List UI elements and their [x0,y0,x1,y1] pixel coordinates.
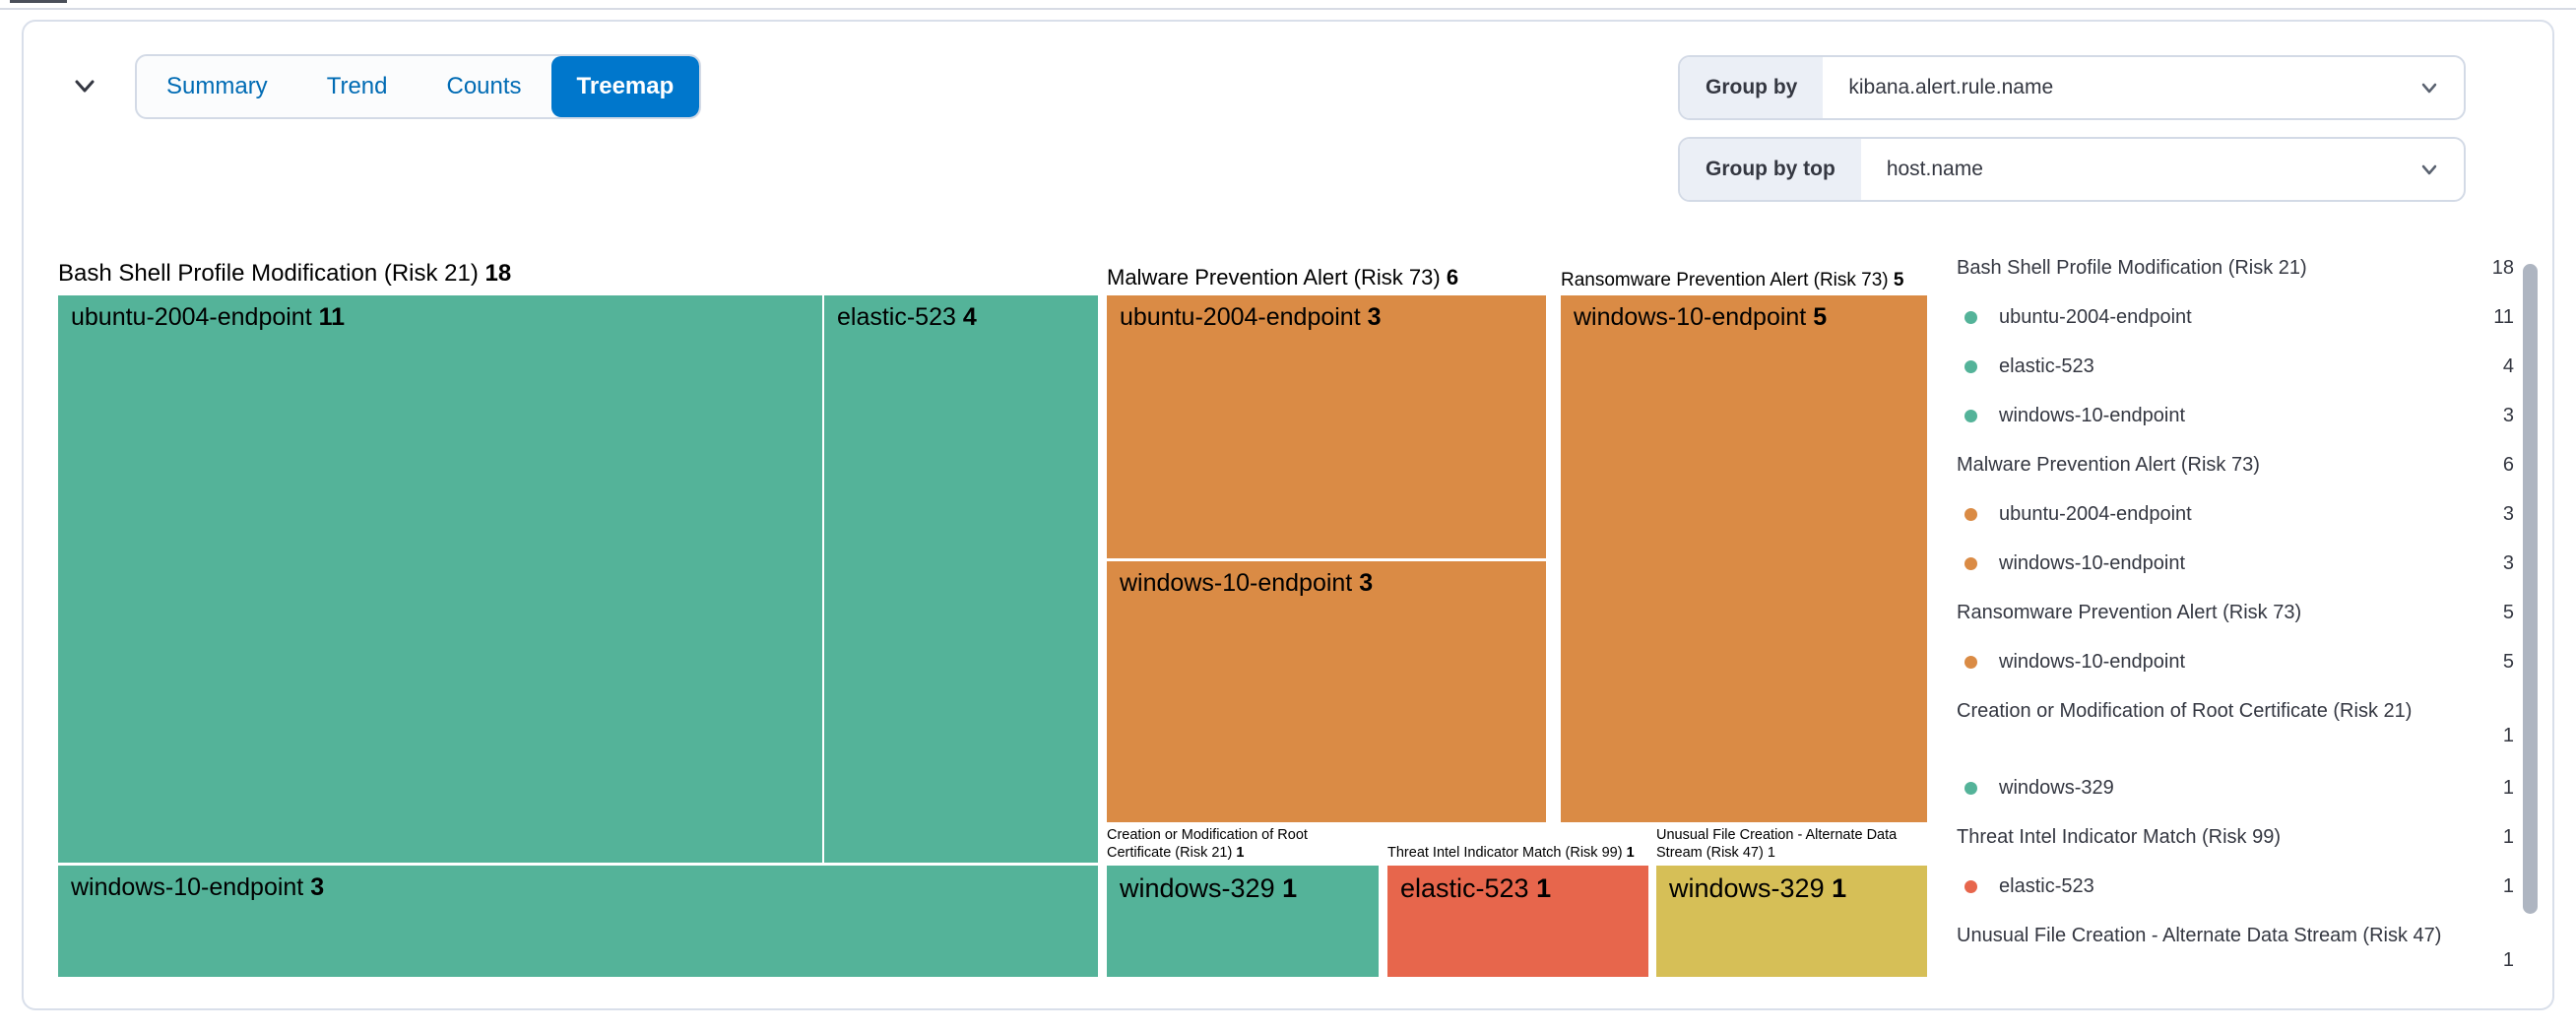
chevron-down-icon [2416,57,2464,118]
top-edge-divider [0,8,2576,10]
top-edge-dark-segment [10,0,67,3]
legend-dot-green [1964,360,1977,373]
legend-host-windows329-root-certificate[interactable]: windows-329 1 [1957,774,2514,823]
treemap-block-unusual-file-windows329[interactable]: windows-329 1 [1656,866,1927,977]
legend-rule-root-certificate[interactable]: Creation or Modification of Root Certifi… [1957,700,2514,746]
treemap-block-malware-windows10[interactable]: windows-10-endpoint 3 [1107,561,1546,822]
tab-treemap[interactable]: Treemap [550,56,700,117]
legend-rule-unusual-file[interactable]: Unusual File Creation - Alternate Data S… [1957,925,2514,971]
tab-counts[interactable]: Counts [418,56,551,117]
treemap-block-ransomware-windows10[interactable]: windows-10-endpoint 5 [1561,295,1927,822]
legend-scrollbar-thumb[interactable] [2523,264,2538,914]
legend-dot-green [1964,782,1977,795]
legend-host-elastic-bash[interactable]: elastic-523 4 [1957,353,2514,402]
alerts-panel: Summary Trend Counts Treemap Group by ki… [22,20,2554,1010]
legend-dot-green [1964,311,1977,324]
legend-host-ubuntu-malware[interactable]: ubuntu-2004-endpoint 3 [1957,500,2514,549]
group-by-label: Group by [1680,57,1824,118]
legend-dot-orange [1964,508,1977,521]
legend-host-windows10-bash[interactable]: windows-10-endpoint 3 [1957,402,2514,451]
chevron-down-icon [70,71,99,103]
legend-rule-malware[interactable]: Malware Prevention Alert (Risk 73) 6 [1957,454,2514,476]
tab-trend[interactable]: Trend [297,56,418,117]
treemap-block-malware-ubuntu[interactable]: ubuntu-2004-endpoint 3 [1107,295,1546,558]
legend-dot-orange [1964,656,1977,669]
legend-host-ubuntu-bash[interactable]: ubuntu-2004-endpoint 11 [1957,303,2514,353]
view-tab-group: Summary Trend Counts Treemap [135,54,702,119]
group-by-select[interactable]: Group by kibana.alert.rule.name [1678,55,2466,120]
legend-dot-orange [1964,557,1977,570]
legend-rule-threat-intel[interactable]: Threat Intel Indicator Match (Risk 99) 1 [1957,826,2514,848]
chevron-down-icon [2416,139,2464,200]
treemap-block-bash-ubuntu[interactable]: ubuntu-2004-endpoint 11 [58,295,822,863]
legend-host-elastic-threat-intel[interactable]: elastic-523 1 [1957,872,2514,922]
treemap-section-title-root-certificate: Creation or Modification of Root Certifi… [1107,827,1308,861]
legend-dot-red [1964,880,1977,893]
treemap-section-title-bash: Bash Shell Profile Modification (Risk 21… [58,260,512,287]
legend-rule-ransomware[interactable]: Ransomware Prevention Alert (Risk 73) 5 [1957,602,2514,623]
group-by-value: kibana.alert.rule.name [1848,76,2054,98]
legend-rule-bash[interactable]: Bash Shell Profile Modification (Risk 21… [1957,257,2514,279]
collapse-panel-button[interactable] [63,65,106,108]
group-by-top-select[interactable]: Group by top host.name [1678,137,2466,202]
legend-host-windows10-malware[interactable]: windows-10-endpoint 3 [1957,549,2514,599]
treemap-block-bash-windows10[interactable]: windows-10-endpoint 3 [58,866,1098,977]
legend-host-windows10-ransomware[interactable]: windows-10-endpoint 5 [1957,648,2514,697]
treemap-legend: Bash Shell Profile Modification (Risk 21… [1957,254,2514,999]
treemap-section-title-unusual-file: Unusual File Creation - Alternate Data S… [1656,827,1898,861]
treemap-block-root-certificate-windows329[interactable]: windows-329 1 [1107,866,1379,977]
tab-summary[interactable]: Summary [137,56,297,117]
treemap-block-threat-intel-elastic[interactable]: elastic-523 1 [1387,866,1648,977]
treemap-section-title-threat-intel: Threat Intel Indicator Match (Risk 99) 1 [1387,845,1635,861]
treemap-section-title-malware: Malware Prevention Alert (Risk 73) 6 [1107,265,1459,290]
group-by-top-label: Group by top [1680,139,1861,200]
group-by-top-value: host.name [1886,158,1983,180]
treemap-block-bash-elastic[interactable]: elastic-523 4 [824,295,1098,863]
treemap-section-title-ransomware: Ransomware Prevention Alert (Risk 73) 5 [1561,270,1904,290]
legend-dot-green [1964,410,1977,422]
